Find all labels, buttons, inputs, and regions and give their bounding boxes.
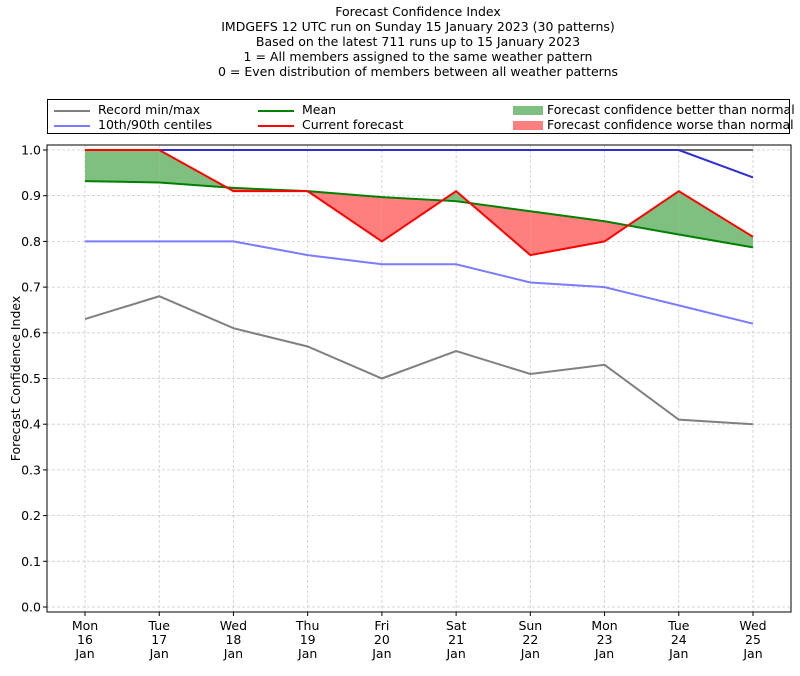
x-tick-label-line: Jan xyxy=(520,646,540,661)
x-tick-label-line: Jan xyxy=(74,646,94,661)
y-axis-label: Forecast Confidence Index xyxy=(8,296,23,462)
fill-better xyxy=(628,191,679,235)
x-tick-label-line: 16 xyxy=(77,632,93,647)
legend-swatch-record xyxy=(54,109,90,112)
y-tick-label: 0.8 xyxy=(21,234,41,249)
y-tick-label: 0.7 xyxy=(21,280,41,295)
legend: Record min/max 10th/90th centiles Mean C… xyxy=(47,99,795,134)
legend-label-better: Forecast confidence better than normal xyxy=(547,102,795,117)
legend-label-mean: Mean xyxy=(302,102,337,117)
x-tick-label-line: Jan xyxy=(668,646,688,661)
chart-subtitle-runs: Based on the latest 711 runs up to 15 Ja… xyxy=(255,34,581,49)
y-tick-label: 0.4 xyxy=(21,417,41,432)
chart-title: Forecast Confidence Index xyxy=(335,4,501,19)
y-tick-label: 0.0 xyxy=(21,600,41,615)
legend-label-worse: Forecast confidence worse than normal xyxy=(547,117,794,132)
x-tick-label: Mon 16 Jan xyxy=(72,618,98,661)
legend-swatch-centiles xyxy=(54,124,90,127)
y-axis: 0.0 0.1 0.2 0.3 0.4 0.5 0.6 0.7 0.8 0.9 1.0 xyxy=(21,143,47,615)
x-tick-label: Tue 17 Jan xyxy=(148,618,171,661)
x-tick-label: Fri 20 Jan xyxy=(371,618,391,661)
series-line-p10 xyxy=(85,240,754,325)
x-tick-label-line: Wed xyxy=(739,618,766,633)
x-tick-label-line: Jan xyxy=(297,646,317,661)
y-tick-label: 0.9 xyxy=(21,188,41,203)
x-tick-label-line: Mon xyxy=(591,618,617,633)
chart-title-block: Forecast Confidence Index IMDGEFS 12 UTC… xyxy=(0,4,800,79)
legend-item-record: Record min/max xyxy=(50,102,200,117)
legend-swatch-current xyxy=(258,124,294,127)
x-tick-label-line: Jan xyxy=(445,646,465,661)
fill-better xyxy=(85,150,160,183)
y-tick-label: 0.6 xyxy=(21,325,41,340)
x-tick-label-line: 25 xyxy=(745,632,761,647)
y-tick-label: 0.1 xyxy=(21,554,41,569)
series-line-p90 xyxy=(85,149,754,179)
x-tick-label: Sat 21 Jan xyxy=(445,618,466,661)
legend-item-current: Current forecast xyxy=(254,117,403,132)
x-tick-label-line: Mon xyxy=(72,618,98,633)
legend-item-worse: Forecast confidence worse than normal xyxy=(513,117,794,132)
x-tick-label-line: Jan xyxy=(594,646,614,661)
legend-item-better: Forecast confidence better than normal xyxy=(513,102,795,117)
x-tick-label-line: 23 xyxy=(597,632,613,647)
x-tick-label-line: Jan xyxy=(149,646,169,661)
x-tick-label-line: 19 xyxy=(300,632,316,647)
legend-label-current: Current forecast xyxy=(302,117,404,132)
legend-swatch-better xyxy=(513,106,543,115)
x-tick-label-line: Thu xyxy=(295,618,319,633)
chart-subtitle-one: 1 = All members assigned to the same wea… xyxy=(243,49,593,64)
fill-better xyxy=(678,191,753,248)
y-tick-label: 0.2 xyxy=(21,508,41,523)
series-line-current xyxy=(85,149,754,257)
x-tick-label-line: 20 xyxy=(374,632,390,647)
x-tick-label-line: 17 xyxy=(151,632,167,647)
x-tick-label: Mon 23 Jan xyxy=(591,618,617,661)
x-tick-label: Wed 25 Jan xyxy=(739,618,766,661)
series-line-mean xyxy=(84,180,754,249)
x-tick-label: Wed 18 Jan xyxy=(220,618,247,661)
x-tick-label-line: Tue xyxy=(667,618,690,633)
series-line-record_min xyxy=(84,295,754,426)
confidence-fills xyxy=(85,150,753,256)
x-tick-label-line: 24 xyxy=(671,632,687,647)
x-tick-label: Sun 22 Jan xyxy=(518,618,542,661)
x-tick-label-line: 21 xyxy=(448,632,464,647)
x-tick-label-line: Sat xyxy=(446,618,467,633)
x-tick-label: Tue 24 Jan xyxy=(667,618,690,661)
x-tick-label-line: Fri xyxy=(374,618,389,633)
x-tick-label-line: 18 xyxy=(225,632,241,647)
chart-subtitle-run: IMDGEFS 12 UTC run on Sunday 15 January … xyxy=(221,19,615,34)
legend-swatch-worse xyxy=(513,121,543,130)
x-tick-label-line: Sun xyxy=(518,618,542,633)
x-tick-label-line: Jan xyxy=(371,646,391,661)
y-tick-label: 0.3 xyxy=(21,462,41,477)
y-tick-label: 0.5 xyxy=(21,371,41,386)
x-tick-label: Thu 19 Jan xyxy=(295,618,319,661)
chart-subtitle-zero: 0 = Even distribution of members between… xyxy=(217,64,619,79)
series-lines xyxy=(84,149,754,426)
legend-label-record: Record min/max xyxy=(98,102,201,117)
x-tick-label-line: Jan xyxy=(742,646,762,661)
x-tick-label-line: Jan xyxy=(223,646,243,661)
legend-item-mean: Mean xyxy=(254,102,336,117)
x-tick-label-line: Wed xyxy=(220,618,247,633)
y-tick-label: 1.0 xyxy=(21,143,41,158)
x-tick-label-line: 22 xyxy=(522,632,538,647)
x-tick-label-line: Tue xyxy=(148,618,171,633)
legend-swatch-mean xyxy=(258,109,294,112)
legend-item-centiles: 10th/90th centiles xyxy=(50,117,212,132)
legend-label-centiles: 10th/90th centiles xyxy=(98,117,213,132)
